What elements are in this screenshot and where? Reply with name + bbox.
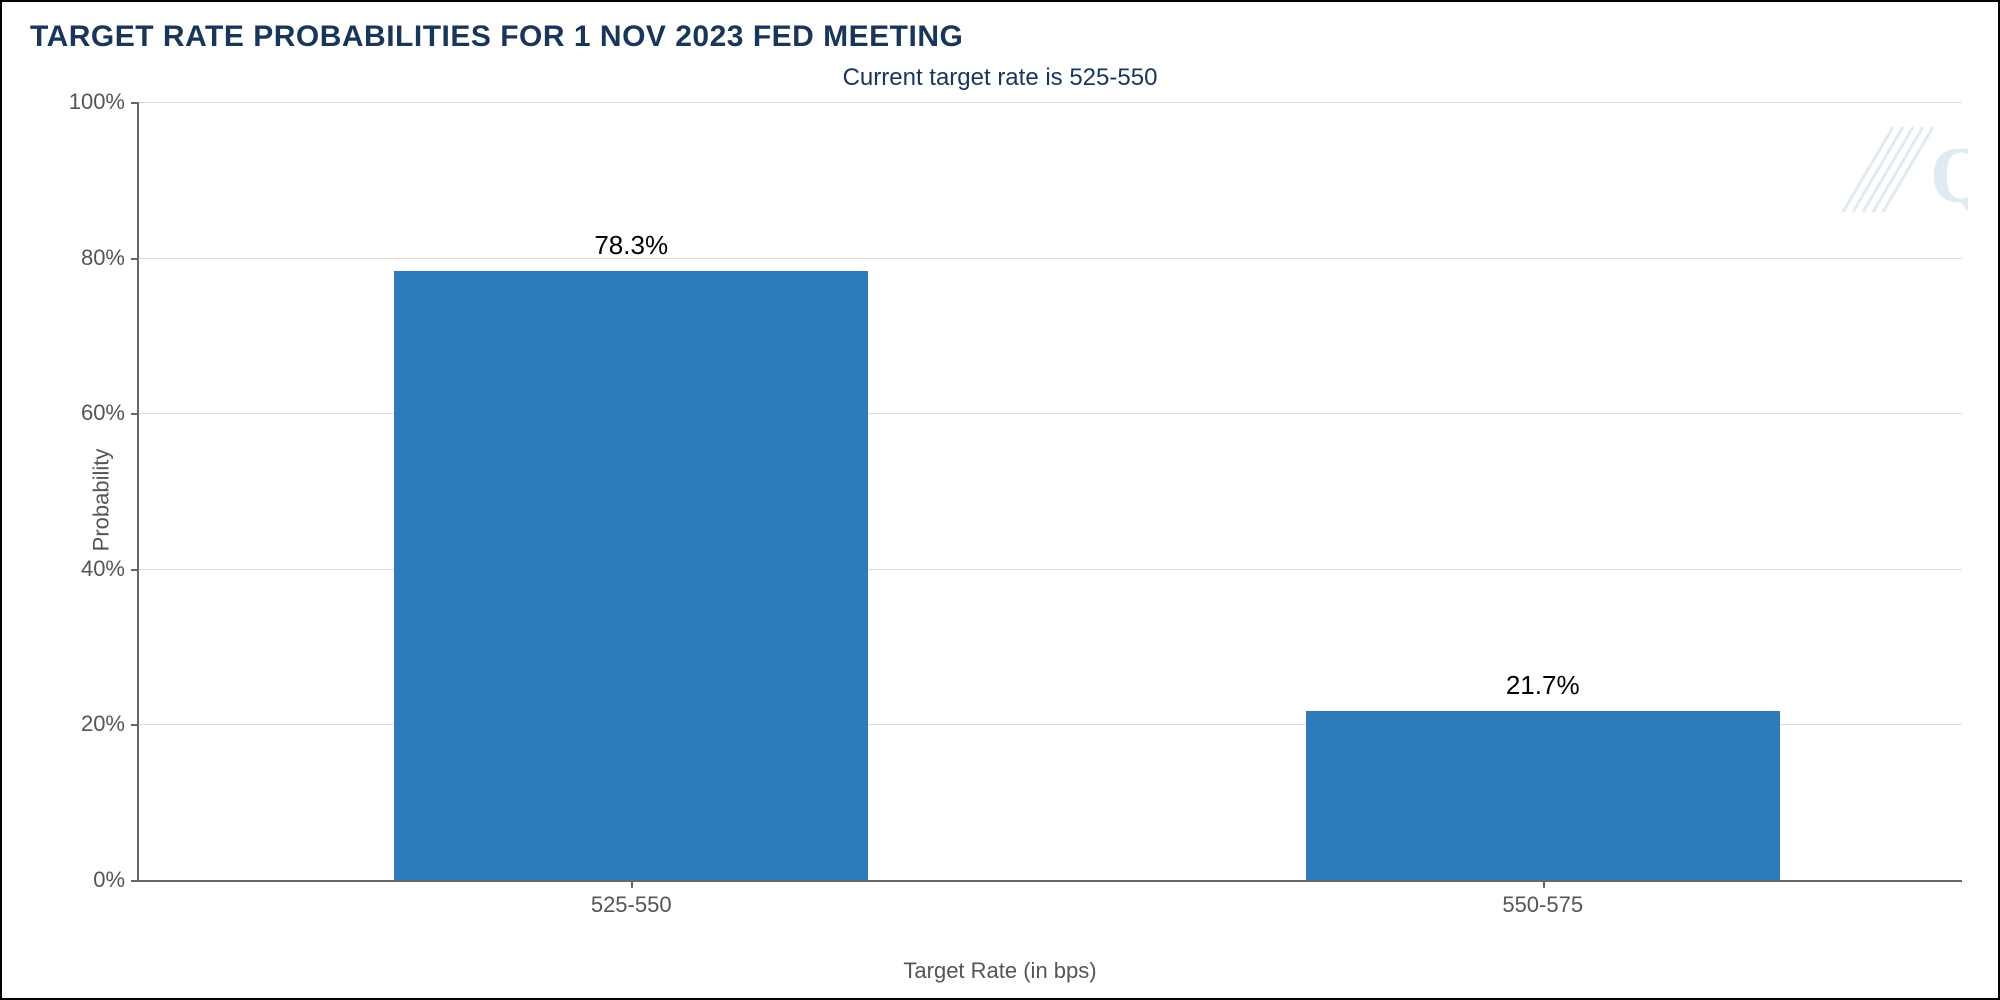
chart-frame: TARGET RATE PROBABILITIES FOR 1 NOV 2023… — [0, 0, 2000, 1000]
bar-value-label: 78.3% — [594, 230, 668, 271]
y-tick-label: 0% — [93, 867, 139, 893]
chart-subtitle: Current target rate is 525-550 — [2, 64, 1998, 92]
y-tick-label: 80% — [81, 245, 139, 271]
y-axis-title: Probability — [88, 449, 114, 552]
x-tick-label: 550-575 — [1502, 880, 1583, 918]
bar-value-label: 21.7% — [1506, 670, 1580, 711]
y-tick-label: 40% — [81, 556, 139, 582]
plot-inner: 0%20%40%60%80%100%78.3%525-55021.7%550-5… — [137, 102, 1962, 882]
y-tick-label: 20% — [81, 711, 139, 737]
y-tick-label: 100% — [69, 89, 139, 115]
x-tick-label: 525-550 — [591, 880, 672, 918]
plot-area: 0%20%40%60%80%100%78.3%525-55021.7%550-5… — [137, 102, 1962, 882]
bar: 21.7% — [1306, 711, 1780, 880]
gridline — [139, 258, 1962, 259]
bar: 78.3% — [394, 271, 868, 880]
x-axis-title: Target Rate (in bps) — [2, 958, 1998, 984]
y-tick-label: 60% — [81, 400, 139, 426]
chart-title: TARGET RATE PROBABILITIES FOR 1 NOV 2023… — [30, 20, 963, 54]
gridline — [139, 102, 1962, 103]
